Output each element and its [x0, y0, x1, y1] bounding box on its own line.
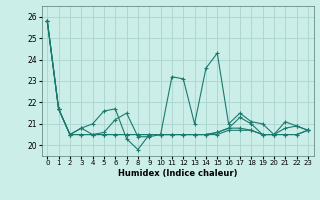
X-axis label: Humidex (Indice chaleur): Humidex (Indice chaleur): [118, 169, 237, 178]
